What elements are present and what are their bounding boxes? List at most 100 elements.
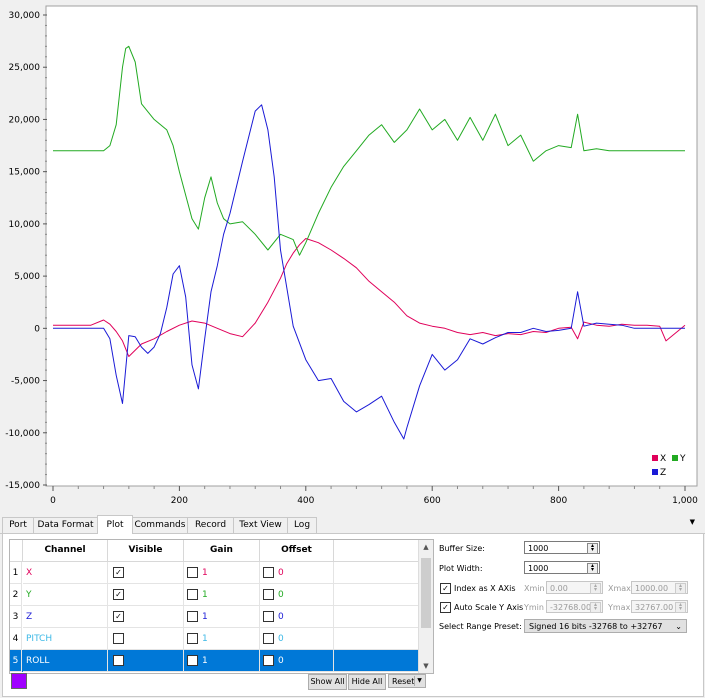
tab-log[interactable]: Log [287, 517, 317, 533]
gain-cell[interactable]: 1 [184, 650, 260, 672]
buffer-size-value: 1000 [528, 544, 549, 553]
visible-checkbox[interactable] [113, 655, 124, 666]
offset-checkbox[interactable] [263, 655, 274, 666]
chart-legend: X Y Z [652, 454, 686, 478]
x-tick-label: 600 [424, 496, 441, 506]
table-row[interactable]: 3 Z ✓ 1 0 [10, 606, 418, 628]
visible-cell[interactable] [108, 628, 184, 650]
ymax-spin-icon[interactable]: ▴ ▾ [675, 602, 686, 613]
gain-value: 1 [202, 634, 208, 644]
table-row[interactable]: 1 X ✓ 1 0 [10, 562, 418, 584]
row-number: 4 [10, 628, 22, 650]
plot-area [45, 5, 698, 487]
legend-label-x: X [660, 454, 666, 464]
gain-checkbox[interactable] [187, 633, 198, 644]
channel-name-cell[interactable]: ROLL [23, 650, 108, 672]
ymax-value: 32767.00 [635, 603, 674, 612]
channel-name-cell[interactable]: X [23, 562, 108, 584]
visible-checkbox[interactable] [113, 633, 124, 644]
offset-value: 0 [278, 590, 284, 600]
xmin-spin-icon[interactable]: ▴ ▾ [590, 583, 601, 594]
filler-cell [334, 650, 418, 672]
gain-checkbox[interactable] [187, 567, 198, 578]
channel-name-cell[interactable]: Z [23, 606, 108, 628]
range-preset-dropdown[interactable]: Signed 16 bits -32768 to +32767 ⌄ [524, 619, 687, 633]
table-row[interactable]: 5 ROLL 1 0 [10, 650, 418, 672]
plot-width-spin-icon[interactable]: ▴ ▾ [587, 563, 598, 574]
gain-cell[interactable]: 1 [184, 584, 260, 606]
gain-checkbox[interactable] [187, 655, 198, 666]
visible-checkbox[interactable]: ✓ [113, 567, 124, 578]
ymin-value: -32768.00 [550, 603, 592, 612]
gain-checkbox[interactable] [187, 589, 198, 600]
gain-value: 1 [202, 568, 208, 578]
offset-value: 0 [278, 612, 284, 622]
tab-port[interactable]: Port [2, 517, 34, 533]
index-as-x-checkbox[interactable]: ✓ [440, 583, 451, 594]
visible-cell[interactable]: ✓ [108, 584, 184, 606]
gain-cell[interactable]: 1 [184, 606, 260, 628]
visible-cell[interactable] [108, 650, 184, 672]
offset-cell[interactable]: 0 [260, 584, 334, 606]
tab-text-view[interactable]: Text View [233, 517, 288, 533]
xmax-label: Xmax [608, 584, 631, 593]
offset-cell[interactable]: 0 [260, 606, 334, 628]
ymax-spinbox[interactable]: 32767.00 ▴ ▾ [631, 600, 688, 613]
gain-checkbox[interactable] [187, 611, 198, 622]
offset-cell[interactable]: 0 [260, 562, 334, 584]
y-tick-label: -10,000 [5, 429, 40, 439]
filler-cell [334, 562, 418, 584]
gain-cell[interactable]: 1 [184, 562, 260, 584]
tab-record[interactable]: Record [187, 517, 234, 533]
x-tick-label: 0 [50, 496, 56, 506]
xmin-value: 0.00 [550, 584, 568, 593]
channel-color-swatch[interactable] [11, 673, 27, 689]
chevron-down-icon: ⌄ [675, 622, 682, 631]
ymin-spinbox[interactable]: -32768.00 ▴ ▾ [546, 600, 603, 613]
row-number: 1 [10, 562, 22, 584]
xmin-spinbox[interactable]: 0.00 ▴ ▾ [546, 581, 603, 594]
offset-checkbox[interactable] [263, 567, 274, 578]
xmax-spinbox[interactable]: 1000.00 ▴ ▾ [631, 581, 688, 594]
offset-cell[interactable]: 0 [260, 650, 334, 672]
plot-width-spinbox[interactable]: 1000 ▴ ▾ [524, 561, 600, 574]
offset-checkbox[interactable] [263, 611, 274, 622]
gain-cell[interactable]: 1 [184, 628, 260, 650]
header-offset: Offset [260, 540, 334, 562]
visible-cell[interactable]: ✓ [108, 562, 184, 584]
table-scrollbar[interactable]: ▲ ▼ [418, 540, 433, 673]
visible-checkbox[interactable]: ✓ [113, 611, 124, 622]
reset-button[interactable]: Reset ▼ [388, 674, 426, 688]
offset-cell[interactable]: 0 [260, 628, 334, 650]
visible-checkbox[interactable]: ✓ [113, 589, 124, 600]
reset-dropdown-icon[interactable]: ▼ [414, 676, 424, 686]
show-all-button[interactable]: Show All [308, 674, 347, 690]
scroll-down-icon[interactable]: ▼ [423, 662, 429, 670]
series-line-z [53, 104, 685, 440]
gain-value: 1 [202, 612, 208, 622]
channel-name-cell[interactable]: Y [23, 584, 108, 606]
tab-plot[interactable]: Plot [97, 515, 133, 534]
table-row[interactable]: 4 PITCH 1 0 [10, 628, 418, 650]
table-row[interactable]: 2 Y ✓ 1 0 [10, 584, 418, 606]
buffer-size-spinbox[interactable]: 1000 ▴ ▾ [524, 541, 600, 554]
row-number: 2 [10, 584, 22, 606]
channel-name-cell[interactable]: PITCH [23, 628, 108, 650]
hide-all-button[interactable]: Hide All [348, 674, 386, 690]
scroll-up-icon[interactable]: ▲ [423, 543, 429, 551]
offset-checkbox[interactable] [263, 633, 274, 644]
offset-checkbox[interactable] [263, 589, 274, 600]
scroll-thumb[interactable] [421, 558, 431, 628]
buffer-size-spin-icon[interactable]: ▴ ▾ [587, 543, 598, 554]
tab-menu-arrow-icon[interactable]: ▼ [689, 518, 695, 526]
tab-commands[interactable]: Commands [132, 517, 188, 533]
tab-data-format[interactable]: Data Format [33, 517, 98, 533]
auto-scale-checkbox[interactable]: ✓ [440, 602, 451, 613]
range-preset-value: Signed 16 bits -32768 to +32767 [529, 622, 663, 631]
tab-bar: Port Data Format Plot Commands Record Te… [0, 515, 705, 534]
ymin-spin-icon[interactable]: ▴ ▾ [590, 602, 601, 613]
visible-cell[interactable]: ✓ [108, 606, 184, 628]
xmax-spin-icon[interactable]: ▴ ▾ [675, 583, 686, 594]
legend-label-y: Y [679, 454, 686, 464]
legend-swatch-y [672, 455, 678, 461]
